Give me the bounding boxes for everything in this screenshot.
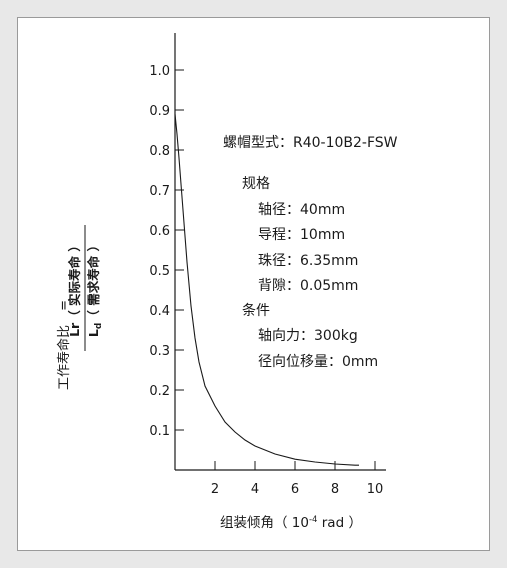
y-tick-label: 0.9	[149, 104, 170, 119]
spec-backlash: 背隙：0.05mm	[258, 278, 358, 294]
y-axis-denominator-sub: d	[94, 323, 104, 329]
series-line	[174, 113, 359, 466]
y-tick-label: 0.2	[149, 384, 170, 399]
life-ratio-chart: 0.1 0.2 0.3 0.4 0.5 0.6 0.7 0.8 0.9 1.0 2 4 6 8 10 工作寿…	[56, 33, 398, 531]
y-tick-label: 0.7	[149, 184, 170, 199]
axes	[174, 33, 386, 471]
x-axis-label-exp: -4	[309, 515, 317, 525]
x-tick-label: 4	[251, 482, 259, 497]
y-axis-denominator-l: L	[86, 329, 101, 337]
y-tick-label: 0.4	[149, 304, 170, 319]
x-tick-label: 6	[291, 482, 299, 497]
y-tick-label: 1.0	[149, 64, 170, 79]
condition-axial-force: 轴向力：300kg	[258, 328, 358, 344]
y-tick-label: 0.1	[149, 424, 170, 439]
y-axis-denominator-text: （ 需求寿命 ）	[86, 239, 101, 323]
y-axis-label-main: 工作寿命比	[56, 325, 72, 390]
x-axis-label-unit-open: （ 10	[274, 515, 309, 531]
spec-lead: 导程：10mm	[258, 227, 345, 243]
y-axis-denominator: Ld（ 需求寿命 ）	[86, 239, 104, 337]
spec-ball-diameter: 珠径：6.35mm	[258, 253, 358, 269]
chart-panel: 0.1 0.2 0.3 0.4 0.5 0.6 0.7 0.8 0.9 1.0 2 4 6 8 10 工作寿…	[17, 17, 490, 551]
y-tick-label: 0.5	[149, 264, 170, 279]
nut-model-text: 螺帽型式：R40-10B2-FSW	[223, 135, 398, 151]
y-tick-label: 0.6	[149, 224, 170, 239]
spec-shaft-diameter: 轴径：40mm	[258, 202, 345, 218]
y-axis-label: 工作寿命比 =	[56, 300, 72, 390]
x-axis-label-unit-close: rad ）	[317, 515, 361, 531]
ticks: 0.1 0.2 0.3 0.4 0.5 0.6 0.7 0.8 0.9 1.0 2 4 6 8 10	[149, 64, 383, 497]
x-tick-label: 10	[367, 482, 384, 497]
condition-heading: 条件	[242, 302, 270, 319]
x-axis-label-main: 组装倾角	[220, 515, 274, 531]
x-tick-label: 8	[331, 482, 339, 497]
y-tick-label: 0.3	[149, 344, 170, 359]
x-tick-label: 2	[211, 482, 219, 497]
y-axis-numerator: Lr（ 实际寿命 ）	[67, 239, 82, 337]
y-axis-label-eq: =	[57, 300, 72, 311]
spec-heading: 规格	[242, 176, 270, 192]
condition-radial-displacement: 径向位移量：0mm	[258, 354, 378, 370]
x-axis-label: 组装倾角（ 10-4 rad ）	[220, 515, 362, 531]
y-tick-label: 0.8	[149, 144, 170, 159]
